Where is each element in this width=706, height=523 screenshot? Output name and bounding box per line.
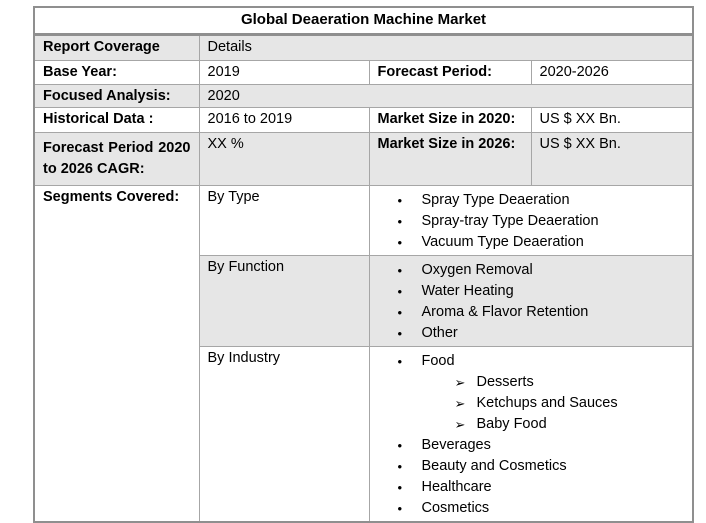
list-item: • Beverages [378, 435, 685, 456]
bullet-icon: • [397, 459, 403, 474]
arrow-bullet-icon: ➢ [454, 396, 466, 411]
list-item-label: Spray Type Deaeration [421, 192, 570, 208]
list-item: • Beauty and Cosmetics [378, 456, 685, 477]
table-row-segments-by-industry: By Industry • Food ➢ Desserts ➢ Ketchups… [34, 346, 694, 523]
list-item-label: Other [421, 325, 458, 341]
historical-data-value: 2016 to 2019 [198, 107, 370, 133]
forecast-cagr-value: XX % [198, 132, 370, 186]
list-item: • Cosmetics [378, 498, 685, 519]
arrow-bullet-icon: ➢ [454, 375, 466, 390]
market-report-table: Global Deaeration Machine Market Report … [33, 6, 695, 523]
list-item-label: Vacuum Type Deaeration [421, 234, 584, 250]
bullet-icon: • [397, 284, 403, 299]
list-subitem: ➢ Desserts [378, 372, 685, 393]
bullet-icon: • [397, 326, 403, 341]
list-item: • Healthcare [378, 477, 685, 498]
list-item-label: Healthcare [421, 479, 492, 495]
page-title: Global Deaeration Machine Market [33, 6, 694, 36]
forecast-period-value: 2020-2026 [530, 60, 694, 85]
historical-data-label: Historical Data : [33, 107, 200, 133]
list-item: • Other [378, 323, 685, 344]
table-row-segments-by-function: By Function • Oxygen Removal • Water Hea… [34, 255, 694, 347]
list-subitem: ➢ Ketchups and Sauces [378, 393, 685, 414]
list-item: • Spray-tray Type Deaeration [378, 211, 685, 232]
list-item: • Vacuum Type Deaeration [378, 232, 685, 253]
list-item-label: Water Heating [421, 283, 514, 299]
segments-covered-label: Segments Covered: [33, 185, 200, 523]
list-item-label: Desserts [476, 374, 534, 390]
list-item: • Spray Type Deaeration [378, 190, 685, 211]
table-row-report-coverage: Report Coverage Details [33, 34, 694, 61]
base-year-value: 2019 [198, 60, 370, 85]
focused-analysis-value: 2020 [198, 84, 694, 108]
list-item-label: Spray-tray Type Deaeration [421, 213, 599, 229]
market-size-2020-value: US $ XX Bn. [530, 107, 694, 133]
bullet-icon: • [397, 263, 403, 278]
bullet-list: • Oxygen Removal • Water Heating • Aroma… [378, 260, 685, 344]
forecast-cagr-label: Forecast Period 2020 to 2026 CAGR: [33, 132, 200, 186]
list-item-label: Beverages [421, 437, 491, 453]
bullet-list: • Spray Type Deaeration • Spray-tray Typ… [378, 190, 685, 253]
list-subitem: ➢ Baby Food [378, 414, 685, 435]
report-coverage-label: Report Coverage [33, 34, 200, 61]
segment-category-by-function: By Function [198, 255, 370, 347]
bullet-icon: • [397, 305, 403, 320]
list-item: • Food [378, 351, 685, 372]
list-item: • Oxygen Removal [378, 260, 685, 281]
table-row-title: Global Deaeration Machine Market [33, 6, 694, 36]
bullet-icon: • [397, 354, 403, 369]
arrow-bullet-icon: ➢ [454, 417, 466, 432]
bullet-icon: • [397, 214, 403, 229]
market-size-2026-label: Market Size in 2026: [368, 132, 532, 186]
report-coverage-value: Details [198, 34, 694, 61]
table-row-segments-by-type: Segments Covered: By Type • Spray Type D… [33, 185, 694, 523]
list-item-label: Aroma & Flavor Retention [421, 304, 589, 320]
table-row-base-year: Base Year: 2019 Forecast Period: 2020-20… [33, 60, 694, 85]
list-item-label: Food [421, 353, 455, 369]
segment-category-by-type: By Type [198, 185, 370, 256]
segment-category-by-industry: By Industry [198, 346, 370, 523]
market-size-2026-value: US $ XX Bn. [530, 132, 694, 186]
segment-items-by-function: • Oxygen Removal • Water Heating • Aroma… [368, 255, 694, 347]
table-row-forecast-cagr: Forecast Period 2020 to 2026 CAGR: XX % … [33, 132, 694, 186]
market-size-2020-label: Market Size in 2020: [368, 107, 532, 133]
base-year-label: Base Year: [33, 60, 200, 85]
bullet-icon: • [397, 193, 403, 208]
list-item: • Water Heating [378, 281, 685, 302]
segment-items-by-industry: • Food ➢ Desserts ➢ Ketchups and Sauces … [368, 346, 694, 523]
bullet-icon: • [397, 235, 403, 250]
list-item-label: Baby Food [476, 416, 547, 432]
focused-analysis-label: Focused Analysis: [33, 84, 200, 108]
bullet-icon: • [397, 480, 403, 495]
bullet-icon: • [397, 438, 403, 453]
table-row-focused-analysis: Focused Analysis: 2020 [33, 84, 694, 108]
segment-items-by-type: • Spray Type Deaeration • Spray-tray Typ… [368, 185, 694, 256]
list-item-label: Oxygen Removal [421, 262, 533, 278]
table-row-historical-data: Historical Data : 2016 to 2019 Market Si… [33, 107, 694, 133]
list-item-label: Beauty and Cosmetics [421, 458, 567, 474]
list-item-label: Ketchups and Sauces [476, 395, 618, 411]
bullet-icon: • [397, 501, 403, 516]
list-item: • Aroma & Flavor Retention [378, 302, 685, 323]
forecast-period-label: Forecast Period: [368, 60, 532, 85]
list-item-label: Cosmetics [421, 500, 490, 516]
